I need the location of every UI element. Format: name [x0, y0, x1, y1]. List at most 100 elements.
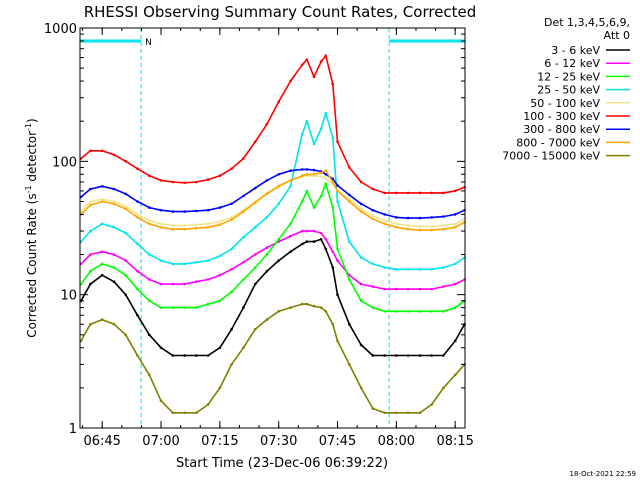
legend-label: 25 - 50 keV: [537, 84, 600, 97]
data-point: [136, 269, 139, 273]
series-3: [79, 111, 466, 271]
data-point: [242, 306, 245, 309]
data-point: [100, 273, 104, 277]
data-point: [206, 302, 210, 306]
data-point: [206, 278, 210, 281]
data-point: [183, 181, 186, 185]
data-point: [359, 180, 363, 184]
data-point: [171, 210, 175, 213]
data-point: [395, 287, 398, 291]
data-point: [100, 262, 104, 266]
data-point: [148, 299, 151, 303]
data-point: [148, 253, 151, 256]
data-point: [265, 253, 269, 256]
data-point: [383, 213, 386, 216]
data-point: [183, 354, 186, 357]
data-point: [277, 100, 281, 103]
data-point: [112, 253, 116, 256]
data-point: [230, 218, 233, 221]
data-point: [442, 310, 445, 313]
data-point: [230, 363, 233, 366]
data-point: [395, 354, 398, 357]
data-point: [336, 184, 339, 187]
data-point: [305, 168, 309, 171]
data-point: [218, 174, 222, 177]
data-point: [305, 189, 309, 193]
data-point: [171, 354, 175, 357]
data-point: [442, 266, 445, 269]
data-point: [100, 318, 104, 321]
data-point: [319, 231, 323, 235]
data-point: [89, 322, 92, 326]
data-point: [453, 189, 457, 193]
data-point: [195, 180, 198, 184]
data-point: [242, 346, 245, 350]
data-point: [312, 75, 316, 79]
data-point: [195, 226, 198, 230]
series-0: [79, 238, 466, 357]
data-point: [159, 259, 163, 262]
data-point: [89, 149, 92, 153]
data-point: [183, 262, 186, 266]
data-point: [195, 280, 198, 284]
data-point: [100, 185, 104, 188]
data-point: [148, 222, 151, 226]
data-point: [289, 222, 292, 226]
data-point: [418, 268, 422, 271]
data-point: [331, 250, 335, 253]
data-point: [418, 354, 422, 357]
data-point: [230, 216, 233, 219]
data-point: [218, 254, 222, 258]
series-8: [79, 302, 466, 415]
data-point: [148, 373, 151, 377]
data-point: [206, 222, 210, 226]
data-point: [395, 411, 398, 415]
data-point: [206, 226, 210, 229]
plot-area: [80, 28, 465, 428]
data-point: [312, 304, 316, 308]
legend-header-line2: Att 0: [604, 29, 630, 42]
data-point: [305, 119, 309, 123]
data-point: [159, 226, 163, 229]
data-point: [265, 122, 269, 126]
data-point: [336, 247, 339, 251]
data-point: [430, 216, 434, 219]
data-point: [371, 306, 375, 309]
data-point: [218, 273, 222, 277]
data-point: [383, 191, 386, 195]
data-point: [300, 174, 304, 177]
data-point: [418, 191, 422, 195]
chart-title: RHESSI Observing Summary Count Rates, Co…: [84, 3, 477, 21]
data-point: [336, 140, 339, 144]
data-point: [171, 262, 175, 266]
data-point: [324, 173, 328, 176]
data-point: [265, 216, 269, 219]
data-point: [359, 202, 363, 206]
data-point: [348, 200, 351, 203]
data-point: [171, 306, 175, 309]
data-point: [242, 194, 245, 198]
data-point: [277, 202, 281, 206]
y-tick-label: 100: [52, 155, 77, 170]
data-point: [406, 268, 410, 271]
data-point: [124, 231, 127, 235]
data-point: [418, 310, 422, 313]
data-point: [195, 354, 198, 357]
data-point: [442, 354, 445, 357]
data-point: [100, 250, 104, 253]
x-tick-label: 08:15: [436, 434, 473, 449]
data-point: [324, 169, 328, 172]
data-point: [206, 208, 210, 212]
data-point: [359, 343, 363, 347]
data-point: [159, 222, 163, 226]
y-tick-label: 10: [60, 289, 77, 304]
data-point: [312, 142, 316, 146]
y-axis-label: Corrected Count Rate (s-1 detector-1): [24, 118, 39, 337]
data-point: [124, 160, 127, 163]
data-point: [100, 197, 104, 201]
data-point: [453, 226, 457, 229]
data-point: [289, 79, 292, 83]
data-point: [395, 191, 398, 195]
data-point: [218, 346, 222, 350]
